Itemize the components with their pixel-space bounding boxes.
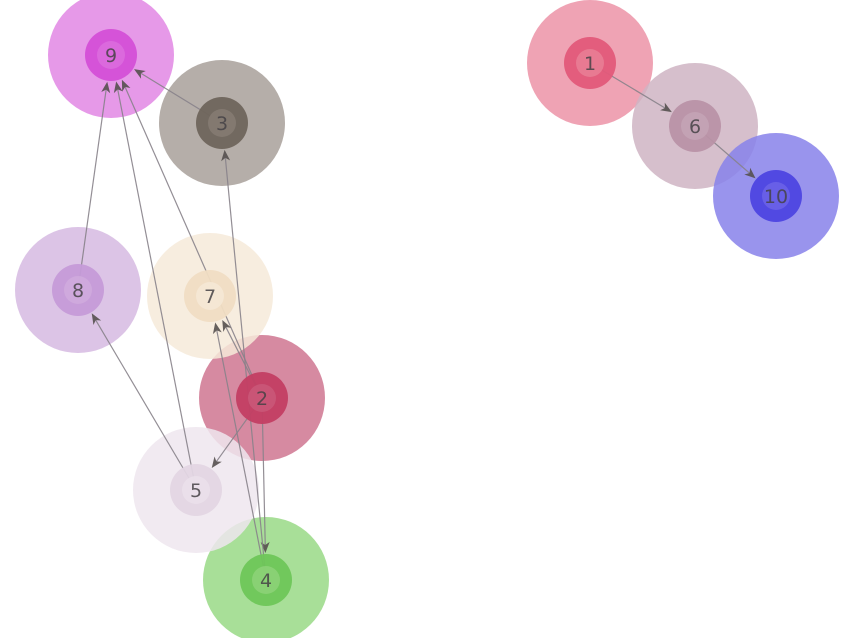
node-core-circle-8 — [64, 276, 92, 304]
edge-5-8 — [91, 313, 197, 491]
layer-core-circles — [64, 41, 790, 594]
node-core-circle-2 — [248, 384, 276, 412]
edge-4-7 — [212, 322, 267, 581]
arrowhead-icon — [222, 320, 232, 332]
node-core-circle-3 — [208, 109, 236, 137]
edge-8-9 — [77, 81, 111, 291]
node-core-circle-9 — [97, 41, 125, 69]
arrowhead-icon — [101, 81, 111, 94]
node-core-circle-6 — [681, 112, 709, 140]
arrowhead-icon — [221, 149, 231, 162]
edge-line — [224, 157, 267, 581]
arrowhead-icon — [660, 102, 672, 113]
edge-line — [95, 319, 197, 491]
edge-2-9 — [121, 79, 263, 399]
layer-outer-discs — [15, 0, 839, 638]
node-core-circle-1 — [576, 49, 604, 77]
node-core-circle-10 — [762, 182, 790, 210]
edge-line — [77, 89, 107, 291]
node-core-circle-4 — [252, 566, 280, 594]
edge-line — [117, 89, 197, 491]
edge-4-3 — [221, 149, 267, 581]
arrowhead-icon — [212, 322, 222, 335]
arrowhead-icon — [121, 79, 131, 92]
node-core-circle-5 — [182, 476, 210, 504]
arrowhead-icon — [91, 313, 102, 326]
arrowhead-icon — [113, 81, 123, 94]
edge-line — [124, 86, 263, 399]
arrowhead-icon — [211, 456, 222, 469]
arrowhead-icon — [744, 167, 756, 179]
edge-line — [216, 330, 267, 581]
edge-5-9 — [113, 81, 197, 491]
node-core-circle-7 — [196, 282, 224, 310]
arrowhead-icon — [134, 69, 146, 79]
